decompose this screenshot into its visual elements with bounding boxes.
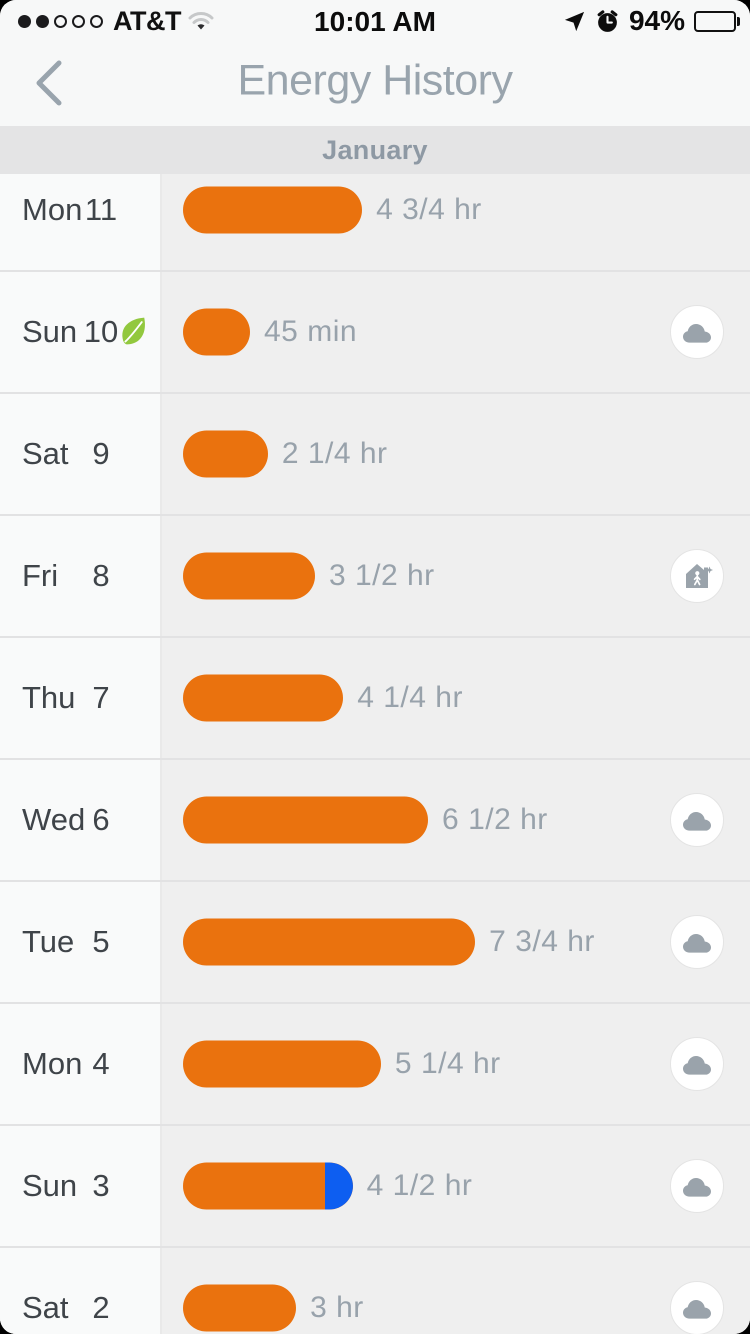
alarm-clock-icon — [597, 9, 618, 32]
status-bar: AT&T 10:01 AM 94% — [0, 0, 750, 40]
wifi-icon — [188, 12, 214, 30]
day-date: 3 — [92, 1168, 110, 1203]
day-date: 2 — [92, 1290, 110, 1325]
usage-bar — [183, 1162, 353, 1210]
day-column: Sat 2 — [0, 1248, 162, 1334]
usage-bar — [183, 430, 268, 478]
row-status-icon — [670, 549, 724, 603]
day-list: Mon 11 4 3/4 hr Sun 10 45 min — [0, 174, 750, 1334]
day-row[interactable]: Fri 8 3 1/2 hr — [0, 514, 750, 636]
day-row[interactable]: Mon 11 4 3/4 hr — [0, 174, 750, 270]
day-date: 6 — [92, 802, 110, 837]
day-row[interactable]: Sun 3 4 1/2 hr — [0, 1124, 750, 1246]
duration-label: 7 3/4 hr — [489, 925, 595, 958]
usage-bar — [183, 186, 363, 234]
duration-label: 3 hr — [310, 1291, 364, 1324]
chevron-left-icon — [36, 60, 62, 106]
day-row[interactable]: Wed 6 6 1/2 hr — [0, 758, 750, 880]
weather-cloud-icon — [683, 1056, 711, 1075]
day-column: Fri 8 — [0, 516, 162, 636]
duration-label: 5 1/4 hr — [394, 1047, 501, 1080]
day-name: Mon — [22, 1046, 83, 1081]
day-name: Mon — [22, 192, 83, 227]
weather-cloud-icon — [683, 934, 711, 953]
day-date: 10 — [83, 314, 119, 349]
away-home-icon — [686, 564, 713, 588]
duration-label: 2 1/4 hr — [281, 437, 388, 470]
day-name: Sat — [22, 436, 69, 471]
weather-cloud-icon — [683, 324, 711, 343]
day-row[interactable]: Sat 9 2 1/4 hr — [0, 392, 750, 514]
day-column: Sun 10 — [0, 272, 162, 392]
battery-icon — [694, 10, 740, 32]
day-name: Tue — [22, 924, 75, 959]
day-row[interactable]: Thu 7 4 1/4 hr — [0, 636, 750, 758]
day-column: Tue 5 — [0, 882, 162, 1002]
carrier-label: AT&T — [113, 5, 181, 36]
row-status-icon — [670, 915, 724, 969]
day-row[interactable]: Tue 5 7 3/4 hr — [0, 880, 750, 1002]
day-date: 9 — [92, 436, 110, 471]
row-status-icon — [670, 305, 724, 359]
day-date: 7 — [92, 680, 110, 715]
weather-cloud-icon — [683, 1300, 711, 1319]
weather-cloud-icon — [683, 812, 711, 831]
day-column: Thu 7 — [0, 638, 162, 758]
day-column: Sat 9 — [0, 394, 162, 514]
usage-bar — [183, 674, 344, 722]
duration-label: 4 1/2 hr — [366, 1169, 473, 1202]
row-status-icon — [670, 793, 724, 847]
day-column: Mon 11 — [0, 174, 162, 270]
day-column: Wed 6 — [0, 760, 162, 880]
month-header: January — [0, 126, 750, 174]
day-row[interactable]: Sun 10 45 min — [0, 270, 750, 392]
day-date: 8 — [92, 558, 110, 593]
day-name: Sun — [22, 1168, 78, 1203]
day-name: Thu — [22, 680, 76, 715]
usage-bar — [183, 1040, 381, 1088]
location-arrow-icon — [564, 11, 585, 31]
back-button[interactable] — [24, 53, 72, 113]
usage-bar — [183, 1284, 297, 1332]
row-status-icon — [670, 1037, 724, 1091]
duration-label: 45 min — [264, 315, 358, 348]
usage-bar — [183, 308, 250, 356]
duration-label: 4 3/4 hr — [376, 193, 482, 226]
day-name: Wed — [22, 802, 86, 837]
day-name: Fri — [22, 558, 59, 593]
day-name: Sun — [22, 314, 78, 349]
row-status-icon — [670, 1281, 724, 1334]
duration-label: 3 1/2 hr — [328, 559, 435, 592]
duration-label: 6 1/2 hr — [442, 803, 548, 836]
day-date: 5 — [92, 924, 110, 959]
day-column: Mon 4 — [0, 1004, 162, 1124]
day-date: 11 — [84, 192, 118, 227]
aux-heat-segment — [324, 1162, 353, 1210]
day-column: Sun 3 — [0, 1126, 162, 1246]
leaf-icon — [122, 317, 145, 345]
day-name: Sat — [22, 1290, 69, 1325]
day-row[interactable]: Sat 2 3 hr — [0, 1246, 750, 1334]
duration-label: 4 1/4 hr — [357, 681, 463, 714]
usage-bar — [183, 918, 476, 966]
day-row[interactable]: Mon 4 5 1/4 hr — [0, 1002, 750, 1124]
battery-percent-label: 94% — [628, 5, 685, 36]
signal-strength-icon — [18, 14, 103, 28]
usage-bar — [183, 552, 315, 600]
day-date: 4 — [92, 1046, 110, 1081]
usage-bar — [183, 796, 429, 844]
weather-cloud-icon — [683, 1178, 711, 1197]
nav-header: Energy History — [0, 40, 750, 126]
page-title: Energy History — [237, 56, 513, 105]
row-status-icon — [670, 1159, 724, 1213]
